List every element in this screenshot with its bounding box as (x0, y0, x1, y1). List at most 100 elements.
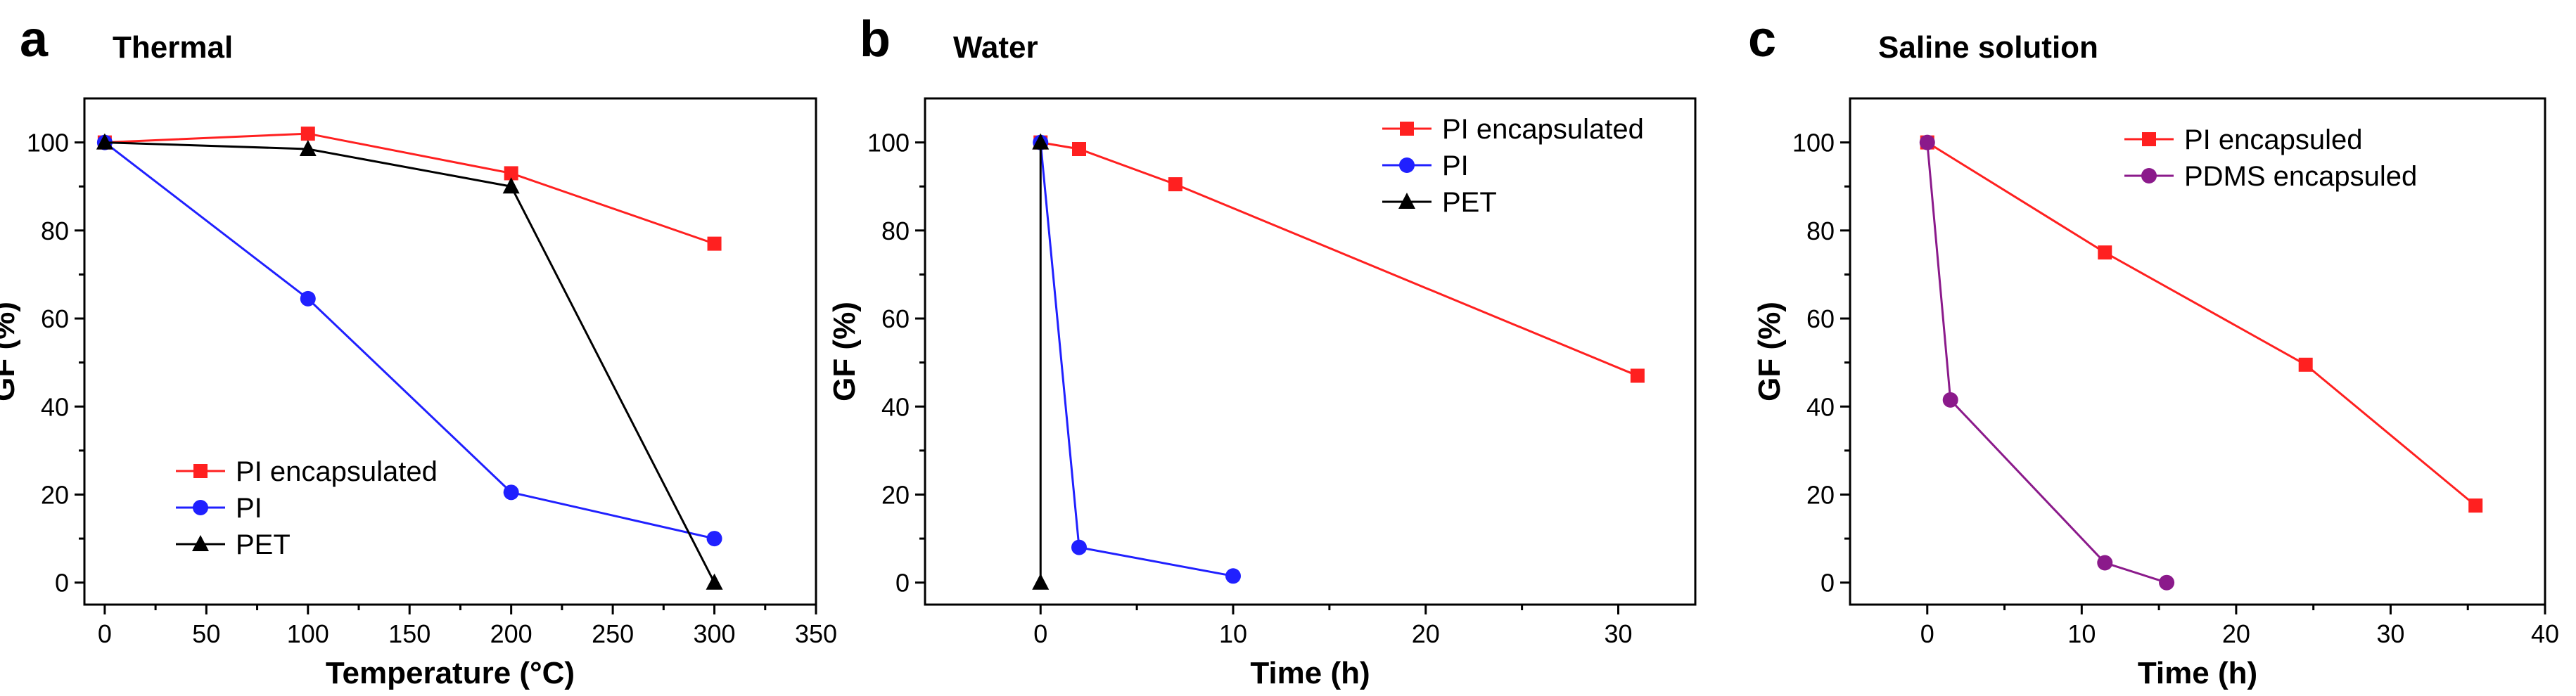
data-point (504, 166, 518, 181)
data-point (2097, 555, 2113, 571)
data-point (1032, 133, 1050, 150)
x-tick-label: 0 (98, 619, 112, 648)
plot-frame (1849, 97, 2546, 606)
legend-marker (192, 535, 209, 551)
legend: PI encapsulated PI PET (176, 456, 438, 560)
panel-letter: b (860, 11, 891, 67)
x-tick-label: 150 (388, 619, 431, 648)
y-tick-label: 0 (1821, 569, 1835, 598)
legend-label: PET (236, 529, 291, 560)
series-line (103, 141, 715, 540)
data-point (1071, 539, 1087, 555)
y-tick-label: 60 (1806, 304, 1835, 333)
x-axis-label: Temperature (°C) (326, 656, 575, 690)
legend: PI encapsuled PDMS encapsuled (2124, 124, 2417, 192)
x-tick-label: 20 (2222, 619, 2250, 648)
x-tick-label: 250 (592, 619, 634, 648)
data-point (300, 127, 315, 141)
legend-marker (193, 500, 208, 515)
x-tick-label: 200 (490, 619, 533, 648)
data-point (96, 133, 113, 150)
legend-marker (1398, 193, 1415, 209)
x-tick-label: 0 (1033, 619, 1047, 648)
data-point (1168, 177, 1182, 192)
panel-letter: a (20, 11, 49, 67)
series-line (104, 132, 715, 245)
legend-label: PET (1442, 187, 1497, 218)
panel-title: Water (953, 30, 1038, 65)
x-tick-label: 0 (1920, 619, 1934, 648)
x-tick-label: 350 (795, 619, 837, 648)
y-axis-label: GF (%) (0, 302, 21, 401)
y-tick-label: 20 (881, 480, 910, 509)
series-line (1040, 141, 1638, 377)
series-line (1926, 141, 2477, 507)
data-point (502, 177, 520, 194)
data-point (706, 573, 723, 590)
data-point (503, 484, 519, 501)
data-point (299, 140, 317, 156)
x-tick-label: 20 (1412, 619, 1440, 648)
legend-label: PI encapsulated (236, 456, 438, 487)
panel-title: Thermal (113, 30, 233, 65)
x-tick-label: 100 (287, 619, 329, 648)
legend: PI encapsulated PI PET (1382, 114, 1644, 218)
legend-label: PI encapsulated (1442, 114, 1644, 145)
panel-a: a Thermal 0 50 100 150 200 250 300 350 0 20 40 60 80 10… (0, 11, 837, 690)
y-tick-label: 100 (867, 129, 910, 157)
legend-marker (1400, 122, 1414, 136)
y-tick-label: 60 (41, 304, 69, 333)
y-tick-label: 20 (1806, 480, 1835, 509)
data-point (2098, 245, 2112, 260)
y-tick-label: 40 (41, 392, 69, 421)
legend-label: PI encapsuled (2184, 124, 2363, 155)
plot-frame (924, 97, 1697, 606)
legend-label: PDMS encapsuled (2184, 161, 2417, 192)
data-point (2468, 498, 2483, 513)
y-tick-label: 100 (1792, 129, 1835, 157)
y-tick-label: 100 (27, 129, 69, 157)
x-tick-label: 30 (2376, 619, 2404, 648)
x-tick-label: 40 (2531, 619, 2559, 648)
y-axis-label: GF (%) (827, 302, 862, 401)
y-tick-label: 0 (895, 569, 910, 598)
data-point (1225, 568, 1241, 584)
legend-marker (193, 464, 208, 478)
legend-marker (1399, 157, 1415, 173)
plot-frame (83, 97, 817, 606)
x-axis-label: Time (h) (2138, 656, 2257, 690)
data-point (1630, 368, 1645, 383)
legend-label: PI (236, 493, 262, 524)
panel-b: b Water 0 10 20 30 0 20 40 60 80 100 Time (h) GF (%) P… (827, 11, 1697, 690)
y-tick-label: 40 (881, 392, 910, 421)
x-tick-label: 50 (192, 619, 220, 648)
panel-c: c Saline solution 0 10 20 30 40 0 20 40 60 80 100 Tim… (1748, 11, 2559, 690)
series-line (1039, 142, 1234, 577)
legend-marker (2141, 168, 2157, 183)
data-point (1032, 573, 1050, 590)
y-tick-label: 60 (881, 304, 910, 333)
x-tick-label: 300 (694, 619, 736, 648)
data-point (2298, 357, 2313, 372)
x-tick-label: 10 (1219, 619, 1247, 648)
data-point (707, 236, 722, 251)
y-tick-label: 80 (881, 217, 910, 245)
y-axis-label: GF (%) (1752, 302, 1787, 401)
data-point (300, 290, 316, 307)
series-line (1926, 142, 2167, 584)
legend-label: PI (1442, 150, 1469, 181)
panel-title: Saline solution (1878, 30, 2098, 65)
y-tick-label: 20 (41, 480, 69, 509)
data-point (1919, 134, 1935, 150)
y-tick-label: 80 (1806, 217, 1835, 245)
x-axis-label: Time (h) (1250, 656, 1370, 690)
y-tick-label: 0 (55, 569, 69, 598)
data-point (1942, 392, 1958, 408)
data-point (2159, 574, 2175, 591)
x-tick-label: 10 (2067, 619, 2096, 648)
y-tick-label: 40 (1806, 392, 1835, 421)
y-tick-label: 80 (41, 217, 69, 245)
legend-marker (2142, 132, 2156, 146)
data-point (706, 531, 722, 547)
